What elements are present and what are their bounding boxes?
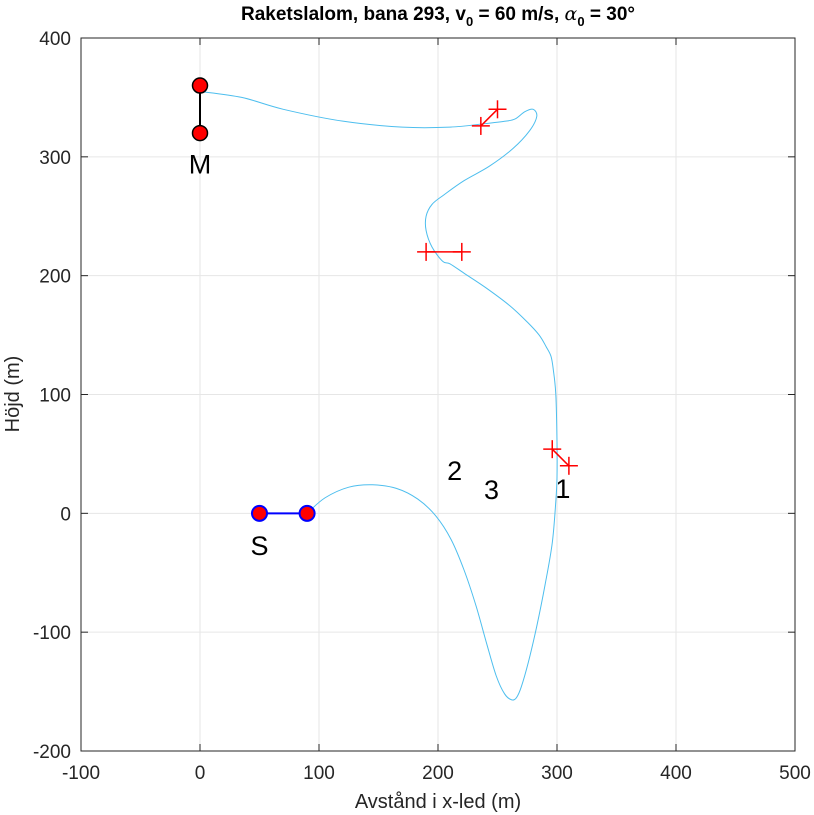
y-axis-label: Höjd (m) [2,356,24,433]
x-axis-label: Avstånd i x-led (m) [355,791,521,813]
chart-title: Raketslalom, bana 293, v0 = 60 m/s, α0 =… [241,3,635,29]
y-tick-label: 300 [39,148,71,169]
trajectory-line [199,90,558,701]
start-marker [251,504,268,522]
gate-1-line [551,448,570,467]
x-tick-label: -100 [62,763,100,784]
y-tick-label: 400 [39,29,71,50]
plot-content: 1 23 S M [189,77,578,701]
start-label: S [250,531,268,561]
x-tick-label: 500 [779,763,811,784]
gate-2-label: 2 [447,456,462,486]
y-tick-label: 200 [39,267,71,288]
start-marker [298,504,316,522]
x-tick-label: 400 [660,763,692,784]
y-tick-label: 100 [39,386,71,407]
x-tick-label: 0 [195,763,206,784]
x-tick-label: 200 [422,763,454,784]
gate-1-label: 1 [555,474,570,504]
x-tick-label: 100 [303,763,335,784]
y-tick-label: 0 [60,504,71,525]
gate-3-line [480,108,499,127]
gate-3-label: 3 [484,475,499,505]
x-tick-label: 300 [541,763,573,784]
y-tick-label: -200 [33,742,71,763]
finish-label: M [189,149,212,179]
finish-marker [191,77,209,94]
finish-marker [191,124,209,142]
axis-ticks: -100 0 100 200 300 400 500-200-100010020030040… [33,29,811,784]
y-tick-label: -100 [33,623,71,644]
